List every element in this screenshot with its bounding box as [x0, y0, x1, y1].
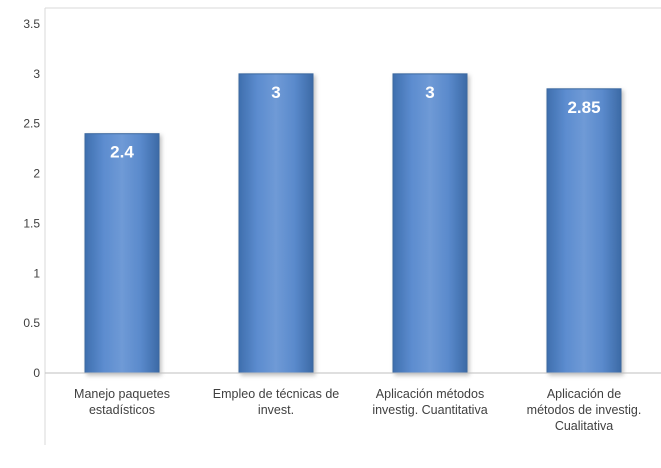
- bar: [238, 73, 314, 374]
- data-label: 2.85: [567, 98, 600, 117]
- y-tick-label: 1: [33, 266, 40, 280]
- y-tick-label: 0.5: [23, 316, 40, 330]
- category-label: invest.: [258, 403, 294, 417]
- data-label: 3: [271, 83, 280, 102]
- category-label: Empleo de técnicas de: [213, 387, 340, 401]
- category-label: Aplicación de: [547, 387, 621, 401]
- category-label: Cualitativa: [555, 419, 613, 433]
- y-tick-label: 2.5: [23, 117, 40, 131]
- bar-group: 3: [238, 73, 314, 374]
- bar-group: 3: [392, 73, 468, 374]
- x-axis-labels: Manejo paquetes estadísticos Empleo de téc…: [74, 387, 641, 433]
- bar: [392, 73, 468, 374]
- y-axis: 0 0.5 1 1.5 2 2.5 3 3.5: [23, 17, 40, 380]
- data-label: 3: [425, 83, 434, 102]
- category-label: Aplicación métodos: [376, 387, 484, 401]
- category-label: estadísticos: [89, 403, 155, 417]
- y-tick-label: 3.5: [23, 17, 40, 31]
- y-tick-label: 3: [33, 67, 40, 81]
- y-tick-label: 1.5: [23, 216, 40, 230]
- y-tick-label: 0: [33, 366, 40, 380]
- bars-group: 2.4 3 3 2.85: [84, 73, 622, 374]
- bar-group: 2.4: [84, 133, 160, 374]
- category-label: investig. Cuantitativa: [372, 403, 487, 417]
- bar: [84, 133, 160, 374]
- y-tick-label: 2: [33, 167, 40, 181]
- category-label: métodos de investig.: [527, 403, 642, 417]
- bar-group: 2.85: [546, 88, 622, 374]
- category-label: Manejo paquetes: [74, 387, 170, 401]
- bar: [546, 88, 622, 374]
- data-label: 2.4: [110, 143, 134, 162]
